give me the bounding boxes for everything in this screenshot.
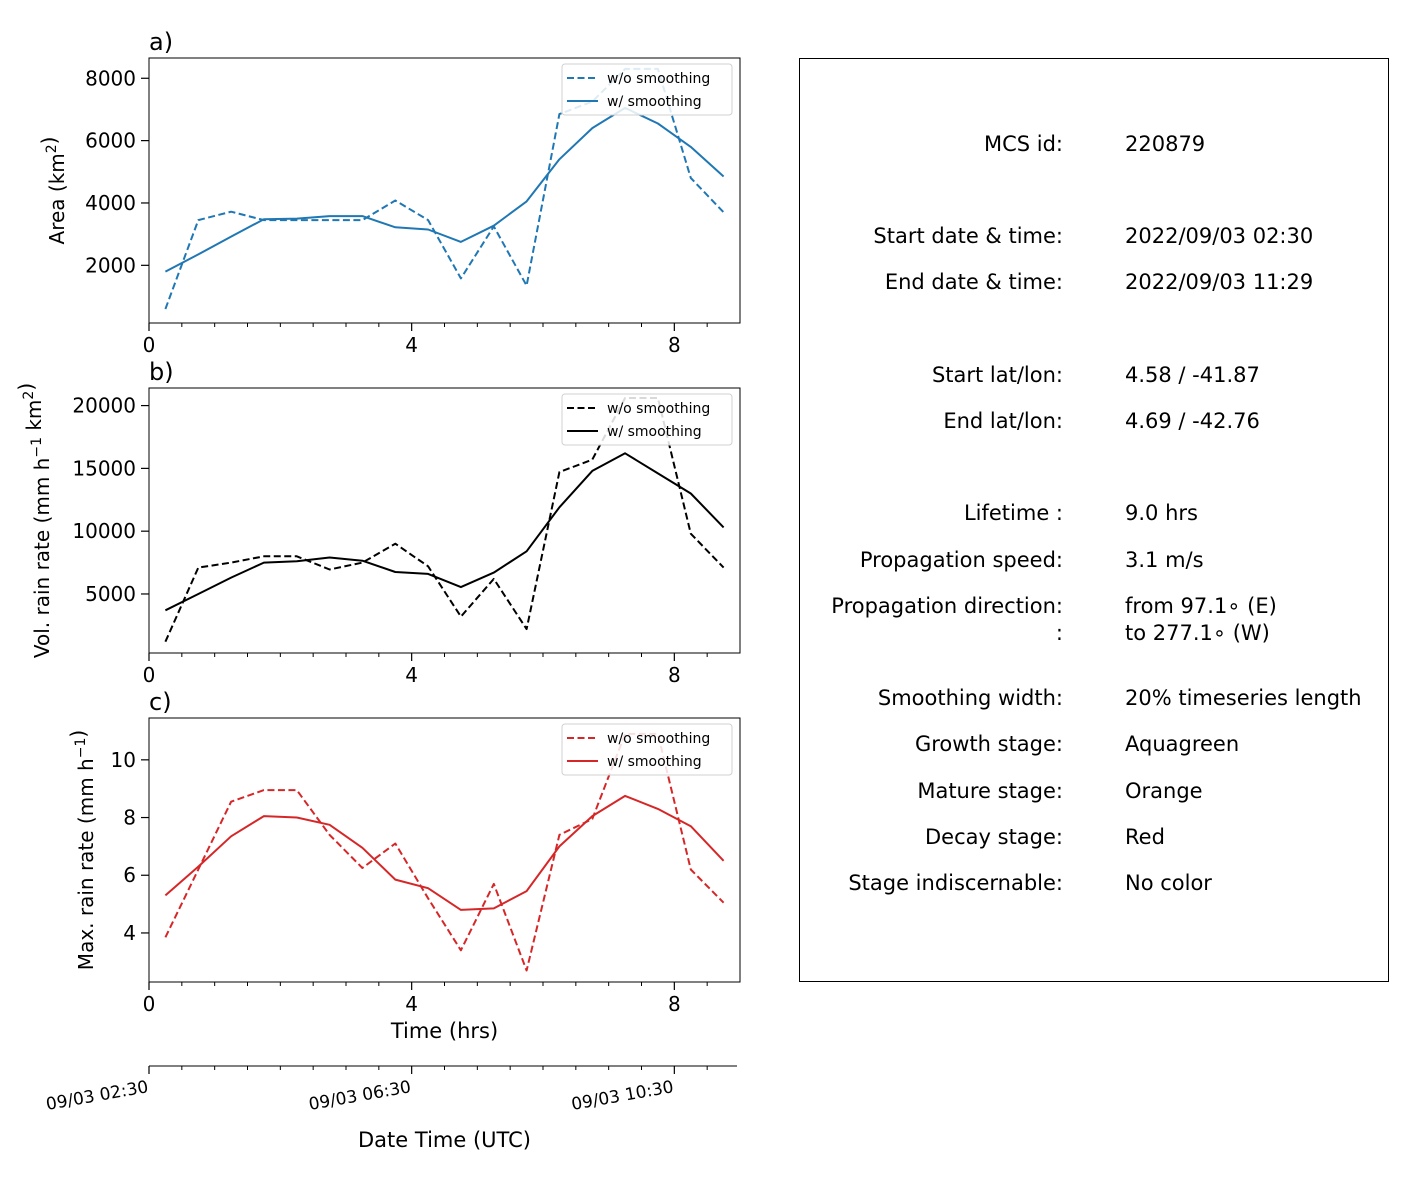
decay-stage-value: Red xyxy=(1125,825,1165,849)
lifetime-label: Lifetime : xyxy=(963,501,1063,525)
mcs-info-panel: MCS id: 220879 Start date & time: 2022/0… xyxy=(799,58,1389,982)
y-tick-label: 4 xyxy=(123,921,136,945)
panel-label: a) xyxy=(149,28,173,56)
y-label-text: Vol. rain rate (mm h xyxy=(30,458,54,659)
y-tick-label: 5000 xyxy=(85,582,136,606)
lifetime-value: 9.0 hrs xyxy=(1125,501,1198,525)
series-line-smoothed xyxy=(164,794,725,911)
indiscernable-stage-value: No color xyxy=(1125,871,1212,895)
y-axis-label: Max. rain rate (mm h−1) xyxy=(66,730,98,970)
y-tick-label: 15000 xyxy=(72,456,136,480)
chart-panel-1: a) 0 4 8 2000 4000 6000 8000 Area (km2) w/o smoot… xyxy=(37,28,741,357)
y-tick-label: 2000 xyxy=(85,253,136,277)
y-label-superscript: 2 xyxy=(21,391,37,400)
mcs-id-label: MCS id: xyxy=(983,132,1063,156)
legend-box xyxy=(561,393,733,446)
y-label-superscript: −1 xyxy=(29,437,45,458)
start-time-value: 2022/09/03 02:30 xyxy=(1125,224,1314,248)
y-axis-label: Area (km2) xyxy=(37,137,69,245)
end-time-label: End date & time: xyxy=(884,270,1063,294)
series-line-smoothed xyxy=(164,452,725,612)
chart-panel-2: b) 0 4 8 5000 10000 15000 20000 Vol. rain rate (… xyxy=(14,358,741,687)
start-latlon-value: 4.58 / -41.87 xyxy=(1125,363,1260,387)
direction-label-cont: : xyxy=(1055,621,1063,645)
y-axis-label: Vol. rain rate (mm h−1 km2) xyxy=(14,383,54,658)
date-tick-label: 09/03 10:30 xyxy=(570,1077,675,1115)
legend-label: w/o smoothing xyxy=(607,401,710,417)
chart-panel-3: c) 0 4 8 4 6 8 10 Max. rain rate (mm h−1) w/o smo… xyxy=(66,688,741,1043)
y-tick-label: 6000 xyxy=(85,129,136,153)
legend-label: w/o smoothing xyxy=(607,71,710,87)
y-tick-label: 10 xyxy=(111,748,136,772)
direction-to-value: to 277.1∘ (W) xyxy=(1125,621,1270,645)
date-axis-label: Date Time (UTC) xyxy=(358,1128,531,1152)
indiscernable-stage-label: Stage indiscernable: xyxy=(848,871,1063,895)
x-tick-label: 8 xyxy=(668,333,681,357)
direction-label: Propagation direction: xyxy=(831,594,1063,618)
x-tick-label: 8 xyxy=(668,992,681,1016)
end-latlon-value: 4.69 / -42.76 xyxy=(1125,409,1260,433)
panel-label: c) xyxy=(149,688,172,716)
y-tick-label: 8000 xyxy=(85,66,136,90)
legend-box xyxy=(561,723,733,776)
mature-stage-value: Orange xyxy=(1125,779,1203,803)
mcs-id-value: 220879 xyxy=(1125,132,1206,156)
x-tick-label: 0 xyxy=(143,992,156,1016)
smoothing-value: 20% timeseries length xyxy=(1125,686,1362,710)
x-tick-label: 4 xyxy=(405,333,418,357)
x-tick-label: 0 xyxy=(143,333,156,357)
x-tick-label: 4 xyxy=(405,992,418,1016)
y-label-text: ) xyxy=(37,137,61,145)
y-label-superscript: 2 xyxy=(44,144,60,153)
series-line-smoothed xyxy=(164,106,725,273)
y-tick-label: 4000 xyxy=(85,191,136,215)
date-tick-label: 09/03 06:30 xyxy=(307,1077,412,1115)
panel-label: b) xyxy=(149,358,174,386)
y-tick-label: 20000 xyxy=(72,394,136,418)
y-label-superscript: −1 xyxy=(73,738,89,759)
x-tick-label: 8 xyxy=(668,663,681,687)
date-time-axis: 09/03 02:30 09/03 06:30 09/03 10:30 Date Ti… xyxy=(45,1065,737,1152)
legend-label: w/ smoothing xyxy=(607,754,702,770)
date-tick-label: 09/03 02:30 xyxy=(45,1077,150,1115)
y-label-text: ) xyxy=(14,383,38,391)
end-latlon-label: End lat/lon: xyxy=(943,409,1063,433)
end-time-value: 2022/09/03 11:29 xyxy=(1125,270,1314,294)
y-label-text: ) xyxy=(66,730,90,738)
mature-stage-label: Mature stage: xyxy=(917,779,1063,803)
speed-value: 3.1 m/s xyxy=(1125,548,1204,572)
y-label-text: km xyxy=(22,400,46,437)
legend-label: w/ smoothing xyxy=(607,424,702,440)
legend-label: w/o smoothing xyxy=(607,731,710,747)
speed-label: Propagation speed: xyxy=(859,548,1063,572)
growth-stage-value: Aquagreen xyxy=(1125,732,1240,756)
y-tick-label: 8 xyxy=(123,806,136,830)
legend-label: w/ smoothing xyxy=(607,94,702,110)
series-line-raw xyxy=(164,67,725,310)
start-time-label: Start date & time: xyxy=(873,224,1063,248)
legend-box xyxy=(561,63,733,116)
y-label-text: Area (km xyxy=(45,153,69,244)
decay-stage-label: Decay stage: xyxy=(925,825,1063,849)
smoothing-label: Smoothing width: xyxy=(877,686,1063,710)
start-latlon-label: Start lat/lon: xyxy=(931,363,1063,387)
x-tick-label: 0 xyxy=(143,663,156,687)
x-tick-label: 4 xyxy=(405,663,418,687)
direction-from-value: from 97.1∘ (E) xyxy=(1125,594,1277,618)
growth-stage-label: Growth stage: xyxy=(914,732,1063,756)
y-tick-label: 10000 xyxy=(72,519,136,543)
y-tick-label: 6 xyxy=(123,863,136,887)
y-label-text: Max. rain rate (mm h xyxy=(74,758,98,970)
x-axis-label: Time (hrs) xyxy=(390,1019,498,1043)
